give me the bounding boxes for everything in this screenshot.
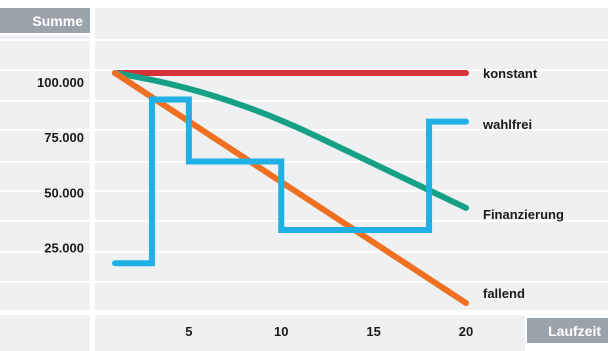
series-label-finanzierung: Finanzierung [483,207,564,222]
x-tick-label: 20 [459,324,473,339]
series-line-fallend [112,70,469,306]
corner-panel [0,315,90,351]
plot-bg [95,8,608,310]
x-tick-label: 5 [185,324,192,339]
series-line-wahlfrei [112,96,469,267]
x-axis-title-badge: Laufzeit [527,318,608,343]
y-tick-label: 50.000 [44,185,84,200]
y-tick-label: 100.000 [37,75,84,90]
series-label-fallend: fallend [483,286,525,301]
y-axis-title-badge: Summe [0,8,90,33]
y-axis-panel [0,35,90,310]
y-axis: 25.000 50.000 75.000 100.000 [37,75,84,256]
x-tick-label: 15 [366,324,380,339]
y-axis-title: Summe [32,13,83,29]
plot-area [112,70,469,306]
series-line-finanzierung [112,70,469,211]
x-axis-panel [95,315,525,351]
x-axis-title-bg [527,318,608,343]
series-label-konstant: konstant [483,66,538,81]
x-axis-title: Laufzeit [548,323,601,339]
y-tick-label: 25.000 [44,241,84,256]
x-axis: 5 10 15 20 [185,324,473,339]
y-tick-label: 75.000 [44,130,84,145]
series-label-wahlfrei: wahlfrei [482,117,532,132]
x-tick-label: 10 [274,324,288,339]
y-axis-title-bg [0,8,90,33]
series-labels: konstant Finanzierung wahlfrei fallend [482,66,564,301]
